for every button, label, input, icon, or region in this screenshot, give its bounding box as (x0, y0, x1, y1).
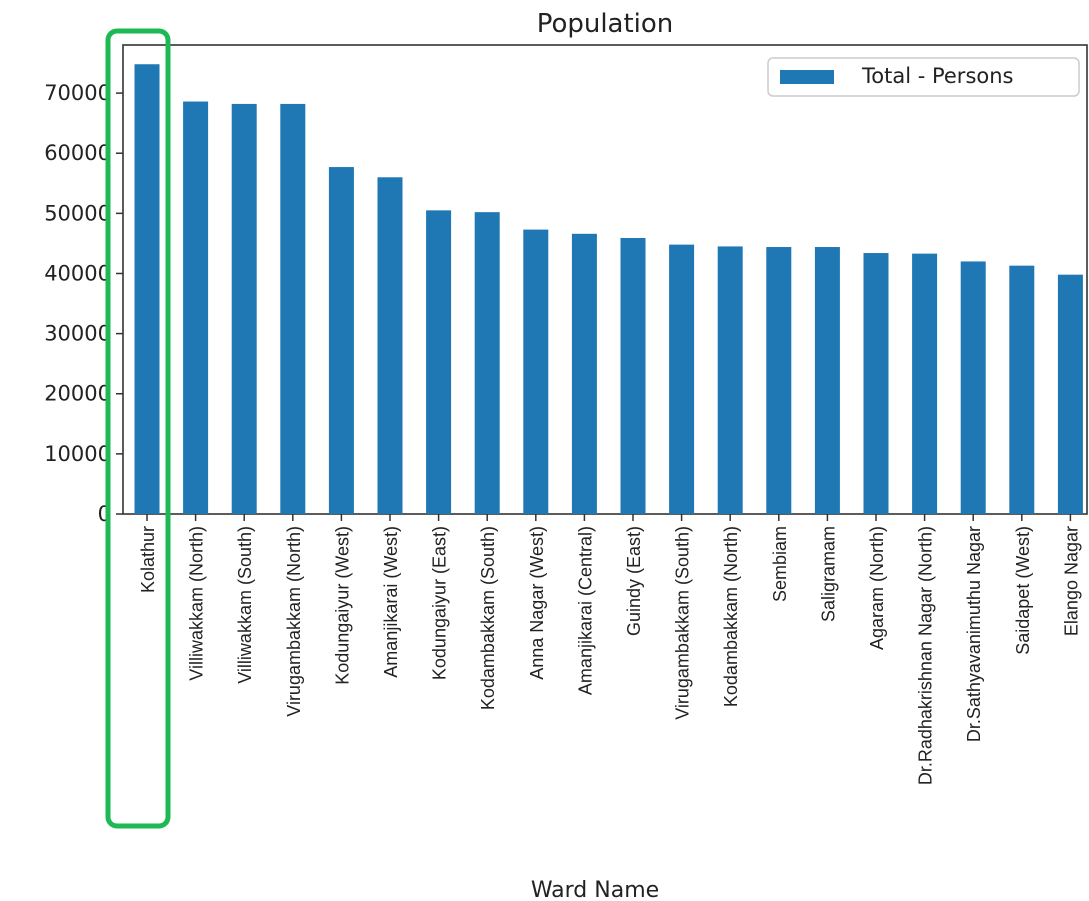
legend-label: Total - Persons (861, 64, 1013, 88)
x-tick-label: Guindy (East) (624, 526, 644, 636)
bar (960, 261, 986, 514)
highlight-box (105, 28, 171, 829)
y-tick-label: 10000 (44, 442, 111, 466)
x-tick-label: Kolathur (138, 526, 158, 593)
x-tick-label: Kodungaiyur (West) (332, 526, 352, 685)
x-tick-label: Dr.Radhakrishnan Nagar (North) (916, 526, 936, 785)
x-tick-label: Saligramam (818, 526, 838, 622)
x-tick-label: Villiwakkam (South) (235, 526, 255, 684)
x-tick-label: Sembiam (770, 526, 790, 602)
x-tick-label: Villiwakkam (North) (187, 526, 207, 681)
legend-frame (767, 57, 1080, 97)
x-tick-label: Elango Nagar (1061, 526, 1081, 636)
y-tick-label: 60000 (44, 141, 111, 165)
bar (912, 253, 938, 514)
x-tick-label: Virugambakkam (North) (284, 526, 304, 717)
x-tick-label: Virugambakkam (South) (673, 526, 693, 720)
bar (766, 247, 792, 514)
bar (183, 101, 209, 515)
x-axis-label: Ward Name (531, 878, 659, 901)
y-tick-label: 20000 (44, 382, 111, 406)
bar (717, 246, 743, 514)
bar (523, 229, 549, 515)
y-tick-label: 50000 (44, 201, 111, 225)
x-tick-label: Amanjikarai (Central) (575, 526, 595, 695)
plot-frame (122, 44, 1088, 515)
x-tick-label: Kodambakkam (South) (478, 526, 498, 710)
chart-title: Population (537, 9, 674, 39)
bar (620, 238, 646, 514)
bar (426, 210, 452, 514)
x-tick-label: Saidapet (West) (1013, 526, 1033, 655)
bar (814, 247, 840, 514)
bar (377, 177, 403, 515)
y-tick-label: 30000 (44, 322, 111, 346)
bar (669, 244, 695, 514)
x-tick-label: Agaram (North) (867, 526, 887, 650)
legend: Total - Persons (767, 57, 1080, 97)
x-tick-label: Dr.Sathyavanimuthu Nagar (964, 526, 984, 742)
bar (134, 64, 160, 514)
x-tick-label: Anna Nagar (West) (527, 526, 547, 680)
bar (474, 212, 500, 514)
bar (328, 167, 354, 515)
legend-swatch (780, 70, 834, 84)
plot-area: 010000200003000040000500006000070000Kola… (44, 44, 1088, 785)
bar (571, 233, 597, 515)
highlight-layer (105, 28, 171, 829)
bar (863, 253, 889, 515)
x-tick-label: Kodambakkam (North) (721, 526, 741, 707)
x-tick-label: Kodungaiyur (East) (430, 526, 450, 680)
y-tick-label: 40000 (44, 261, 111, 285)
bar (231, 103, 257, 514)
x-tick-label: Amanjikarai (West) (381, 526, 401, 678)
bar (280, 103, 306, 514)
bar (1009, 265, 1035, 514)
y-tick-label: 70000 (44, 81, 111, 105)
bar (1057, 274, 1083, 514)
